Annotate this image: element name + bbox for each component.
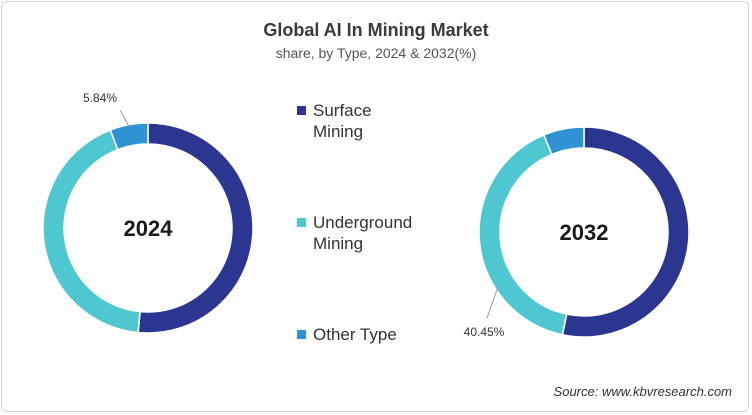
center-label-2024: 2024 bbox=[124, 216, 174, 241]
source-note: Source: www.kbvresearch.com bbox=[553, 384, 732, 399]
donut-chart-2032: 2032 40.45% bbox=[464, 126, 690, 339]
chart-subtitle: share, by Type, 2024 & 2032(%) bbox=[275, 45, 477, 61]
legend-swatch-surface bbox=[297, 106, 306, 115]
slice-other-type-2032 bbox=[542, 126, 585, 156]
data-label-underground-mining-2032: 40.45% bbox=[464, 325, 505, 339]
legend-label-underground: Underground Mining bbox=[313, 213, 413, 253]
leader-line-other-type-2024 bbox=[119, 109, 130, 127]
donut-chart-2024: 2024 5.84% bbox=[42, 91, 254, 334]
data-label-other-type-2024: 5.84% bbox=[83, 91, 117, 105]
legend-label-other: Other Type bbox=[313, 325, 397, 344]
center-label-2032: 2032 bbox=[560, 220, 609, 245]
legend-item-surface-mining: Surface Mining bbox=[297, 100, 477, 142]
slice-surface-mining-2032 bbox=[561, 126, 690, 338]
legend-label-surface: Surface Mining bbox=[313, 101, 372, 141]
chart-title: Global AI In Mining Market bbox=[263, 20, 489, 40]
leader-line-underground-mining-2032 bbox=[486, 287, 499, 319]
legend-swatch-underground bbox=[297, 218, 306, 227]
legend-swatch-other bbox=[297, 330, 306, 339]
legend-item-other-type: Other Type bbox=[297, 324, 477, 345]
slice-other-type-2024 bbox=[109, 122, 149, 151]
legend-item-underground-mining: Underground Mining bbox=[297, 212, 477, 254]
